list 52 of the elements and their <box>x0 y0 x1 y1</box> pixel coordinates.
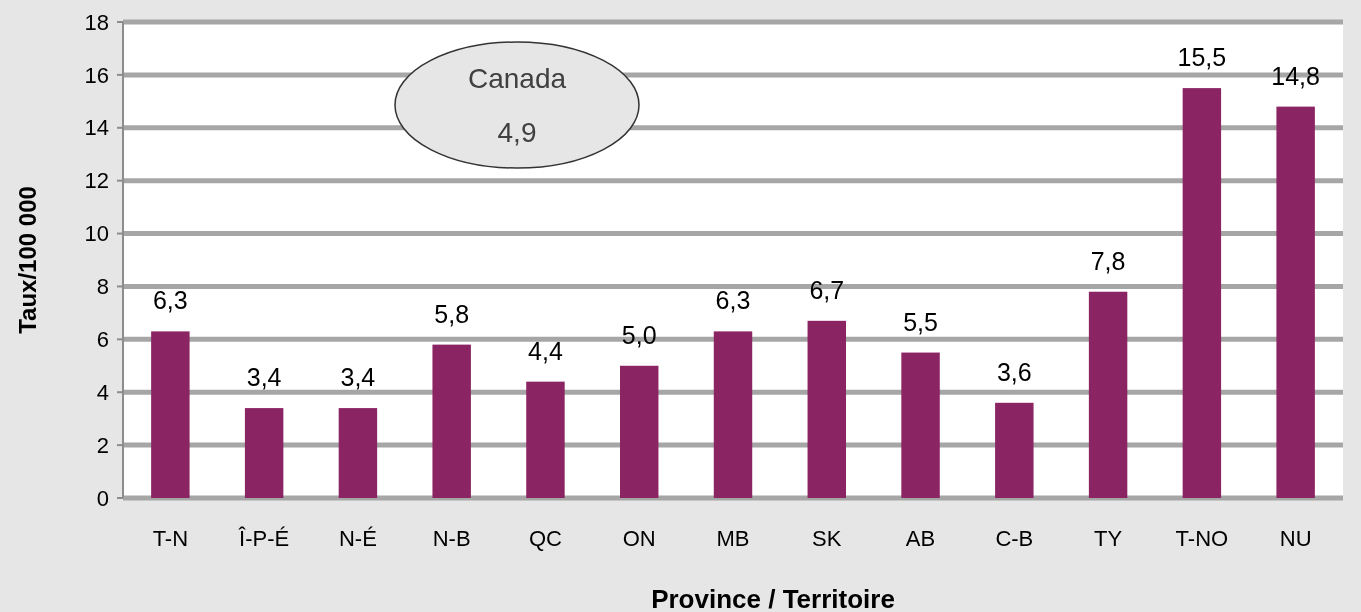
y-tick-label: 0 <box>96 485 109 511</box>
y-tick-label: 8 <box>96 274 109 300</box>
y-tick-label: 6 <box>96 327 109 353</box>
x-tick-label: NU <box>1279 526 1312 551</box>
bar <box>901 352 940 498</box>
x-tick-label: T-N <box>152 526 189 551</box>
bar <box>713 331 753 498</box>
y-tick-label: 14 <box>84 115 109 141</box>
bar <box>620 365 659 498</box>
data-label: 6,7 <box>809 275 845 304</box>
data-label: 5,5 <box>903 307 938 336</box>
data-label: 3,4 <box>340 363 376 392</box>
data-label: 7,8 <box>1090 246 1126 275</box>
bar <box>1182 88 1222 498</box>
data-label: 4,4 <box>528 336 563 365</box>
x-tick-label: T-NO <box>1175 526 1229 551</box>
data-label: 5,8 <box>434 299 470 328</box>
data-label: 6,3 <box>715 286 751 315</box>
annotation: Canada 4,9 <box>467 62 567 148</box>
x-tick-label: Î-P-É <box>238 526 290 551</box>
data-label: 3,4 <box>246 363 282 392</box>
data-label: 14,8 <box>1271 61 1320 90</box>
bar <box>338 408 378 498</box>
y-tick-label: 4 <box>96 379 109 405</box>
y-tick-label: 10 <box>84 221 109 247</box>
bar <box>1088 291 1128 498</box>
y-tick-label: 18 <box>84 9 109 35</box>
x-tick-label: AB <box>905 526 936 551</box>
bar <box>432 344 471 498</box>
x-axis-title: Province / Territoire <box>651 584 895 612</box>
data-label: 5,0 <box>621 320 657 349</box>
y-axis-title: Taux/100 000 <box>14 186 41 334</box>
bar <box>995 402 1034 498</box>
x-tick-label: ON <box>622 526 656 551</box>
data-label: 3,6 <box>996 357 1032 386</box>
bar <box>151 331 190 498</box>
x-tick-label: C-B <box>995 526 1034 551</box>
y-tick-label: 2 <box>96 432 109 458</box>
bar <box>526 381 565 498</box>
data-label: 15,5 <box>1177 43 1227 72</box>
bar <box>1276 106 1315 498</box>
x-tick-label: SK <box>812 526 842 551</box>
x-tick-label: MB <box>716 526 750 551</box>
bar <box>244 408 284 498</box>
x-tick-label: N-B <box>432 526 471 551</box>
x-tick-label: N-É <box>338 526 377 551</box>
y-tick-label: 12 <box>84 168 109 194</box>
x-tick-label: QC <box>528 526 563 551</box>
bar <box>807 320 846 498</box>
y-tick-label: 16 <box>84 62 109 88</box>
data-label: 6,3 <box>152 286 188 315</box>
x-tick-label: TY <box>1094 526 1123 551</box>
